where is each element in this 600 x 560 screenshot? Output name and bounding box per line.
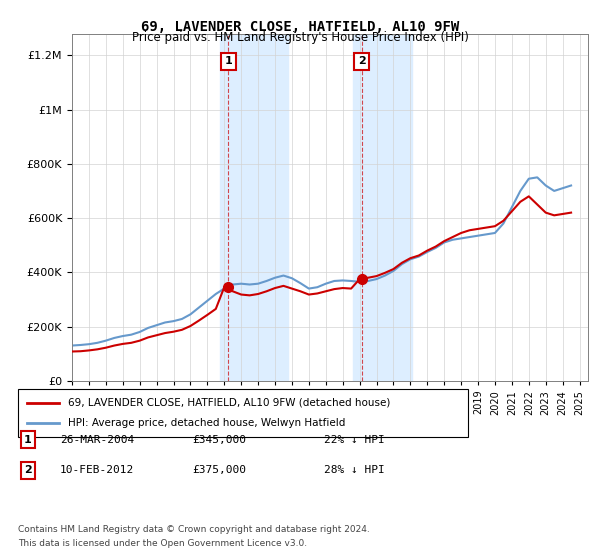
Text: £345,000: £345,000 <box>192 435 246 445</box>
Text: Contains HM Land Registry data © Crown copyright and database right 2024.: Contains HM Land Registry data © Crown c… <box>18 525 370 534</box>
Text: Price paid vs. HM Land Registry's House Price Index (HPI): Price paid vs. HM Land Registry's House … <box>131 31 469 44</box>
Bar <box>220 34 288 381</box>
Text: This data is licensed under the Open Government Licence v3.0.: This data is licensed under the Open Gov… <box>18 539 307 548</box>
Text: 28% ↓ HPI: 28% ↓ HPI <box>324 465 385 475</box>
Text: 2: 2 <box>358 57 365 67</box>
Text: 69, LAVENDER CLOSE, HATFIELD, AL10 9FW (detached house): 69, LAVENDER CLOSE, HATFIELD, AL10 9FW (… <box>67 398 390 408</box>
Text: 1: 1 <box>24 435 32 445</box>
Text: HPI: Average price, detached house, Welwyn Hatfield: HPI: Average price, detached house, Welw… <box>67 418 345 428</box>
FancyBboxPatch shape <box>18 389 468 437</box>
Text: 22% ↓ HPI: 22% ↓ HPI <box>324 435 385 445</box>
Bar <box>353 34 412 381</box>
Text: 1: 1 <box>224 57 232 67</box>
Text: £375,000: £375,000 <box>192 465 246 475</box>
Text: 26-MAR-2004: 26-MAR-2004 <box>60 435 134 445</box>
Text: 69, LAVENDER CLOSE, HATFIELD, AL10 9FW: 69, LAVENDER CLOSE, HATFIELD, AL10 9FW <box>141 20 459 34</box>
Text: 10-FEB-2012: 10-FEB-2012 <box>60 465 134 475</box>
Text: 2: 2 <box>24 465 32 475</box>
